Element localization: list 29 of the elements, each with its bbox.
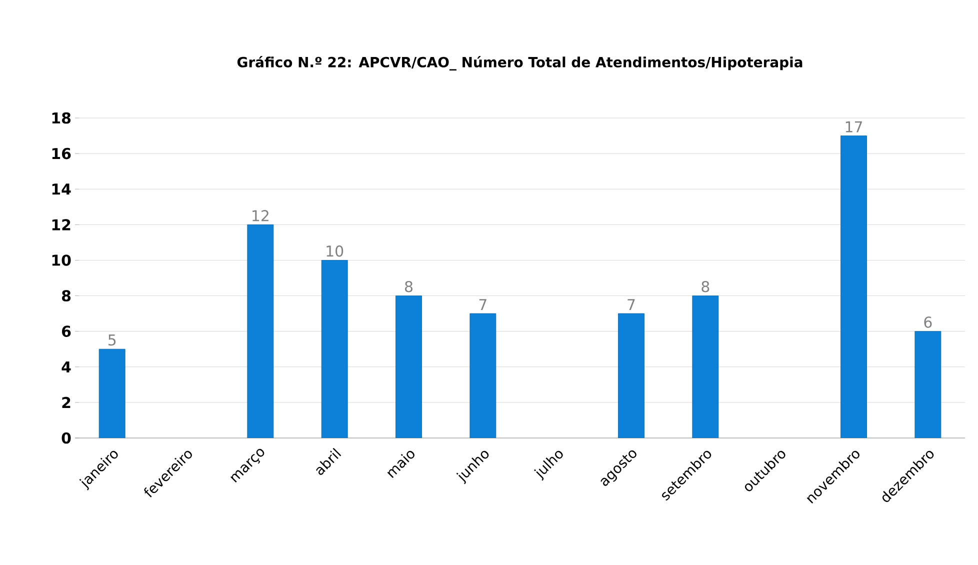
data-label: 5 — [108, 334, 116, 346]
bar — [470, 313, 496, 438]
y-tick-label: 6 — [62, 326, 71, 337]
data-label: 7 — [628, 299, 635, 310]
y-tick-label: 18 — [52, 112, 71, 124]
bar — [618, 313, 644, 438]
data-label: 8 — [702, 280, 710, 292]
y-tick-label: 2 — [62, 396, 70, 408]
y-tick-label: 4 — [62, 361, 71, 372]
bar — [247, 224, 274, 438]
bar — [98, 348, 126, 438]
data-label: 12 — [252, 210, 268, 222]
bar — [840, 136, 867, 438]
bar — [692, 296, 719, 438]
data-label: 8 — [405, 280, 412, 292]
data-label: 10 — [326, 245, 344, 257]
y-tick-label: 0 — [62, 432, 71, 444]
bar — [914, 331, 942, 438]
y-tick-label: 8 — [62, 290, 71, 302]
data-label: 7 — [479, 299, 486, 310]
y-tick-label: 16 — [52, 148, 71, 160]
bar — [396, 296, 422, 438]
data-label: 6 — [924, 316, 932, 328]
bar — [321, 260, 348, 438]
chart-title: Gráfico N.º 22: APCVR/CAO_ Número Total de Atendimentos/Hipoterapia — [237, 56, 802, 71]
y-tick-label: 14 — [52, 184, 71, 195]
y-tick-label: 10 — [52, 254, 71, 266]
data-label: 17 — [846, 121, 862, 132]
y-tick-label: 12 — [52, 219, 70, 230]
